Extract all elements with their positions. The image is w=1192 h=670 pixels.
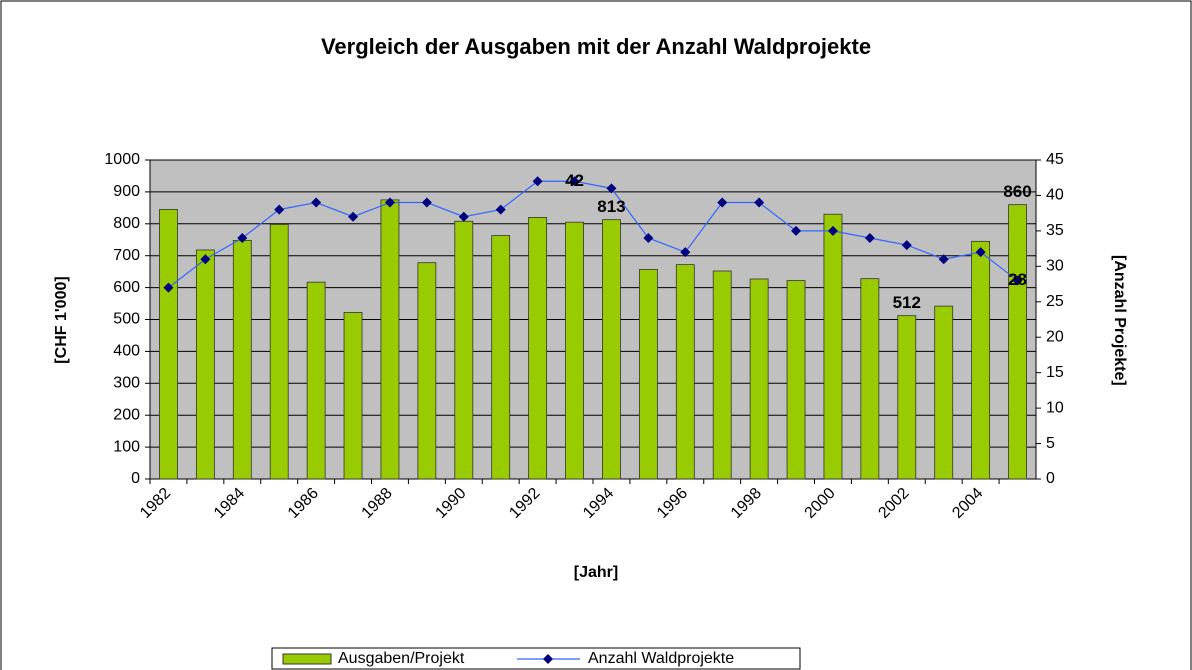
y2-tick-label: 20: [1046, 328, 1064, 345]
line-marker: [975, 247, 986, 258]
y2-tick-label: 5: [1046, 435, 1055, 452]
bar: [454, 220, 474, 480]
line-marker: [532, 176, 543, 187]
line-marker: [163, 282, 174, 293]
bar: [749, 278, 769, 480]
y2-axis-label: [Anzahl Projekte]: [1111, 254, 1128, 386]
bar: [1008, 204, 1027, 480]
y2-tick-label: 10: [1046, 399, 1064, 416]
line-marker: [643, 232, 654, 243]
line-marker: [274, 204, 285, 215]
bar: [971, 240, 991, 480]
y-tick-label: 500: [113, 311, 140, 328]
legend-label: Anzahl Waldprojekte: [588, 650, 734, 667]
y-tick-label: 100: [113, 438, 140, 455]
y2-tick-label: 45: [1046, 151, 1064, 168]
y-tick-label: 300: [113, 375, 140, 392]
y-axis-label: [CHF 1'000]: [53, 276, 70, 363]
bar: [860, 278, 880, 480]
line-marker: [200, 254, 211, 265]
bar: [823, 213, 843, 480]
bar: [380, 199, 400, 480]
bar: [712, 270, 732, 480]
bar: [602, 219, 621, 480]
line-marker: [791, 225, 802, 236]
line-marker: [384, 197, 395, 208]
data-label: 42: [565, 171, 584, 190]
line: [168, 180, 1018, 289]
bar: [897, 315, 917, 480]
line-marker: [827, 225, 838, 236]
data-label: 860: [1003, 182, 1031, 201]
bar: [417, 262, 437, 480]
line-marker: [495, 204, 506, 215]
y-tick-label: 700: [113, 247, 140, 264]
line-marker: [348, 211, 359, 222]
bar: [491, 235, 511, 480]
line-marker: [311, 197, 322, 208]
bar: [232, 239, 252, 480]
bar: [786, 280, 806, 480]
bar: [269, 224, 289, 480]
y2-tick-label: 15: [1046, 364, 1064, 381]
line-marker: [458, 211, 469, 222]
y2-tick-label: 35: [1046, 222, 1064, 239]
y-tick-label: 1000: [104, 151, 140, 168]
line-marker: [754, 197, 765, 208]
data-label: 28: [1008, 270, 1027, 289]
line-marker: [606, 183, 617, 194]
bar: [934, 305, 954, 480]
bar: [343, 312, 363, 480]
bar: [675, 264, 695, 480]
line-marker: [717, 197, 728, 208]
data-label: 512: [893, 293, 921, 312]
y-tick-label: 900: [113, 183, 140, 200]
legend-label: Ausgaben/Projekt: [338, 650, 465, 667]
bar: [306, 281, 326, 480]
line-marker: [1012, 275, 1023, 286]
bar: [195, 249, 215, 480]
line-marker: [237, 232, 248, 243]
y2-tick-label: 30: [1046, 258, 1064, 275]
y-tick-label: 0: [131, 470, 140, 487]
line-marker: [901, 240, 912, 251]
bar: [159, 209, 178, 480]
x-axis-label: [Jahr]: [574, 564, 618, 581]
y2-tick-label: 40: [1046, 187, 1064, 204]
bar: [638, 269, 658, 480]
y-tick-label: 400: [113, 343, 140, 360]
bar: [528, 217, 548, 480]
chart-title: Vergleich der Ausgaben mit der Anzahl Wa…: [321, 34, 871, 59]
data-label: 813: [597, 197, 625, 216]
line-marker: [938, 254, 949, 265]
legend-swatch: [282, 653, 332, 665]
y-tick-label: 600: [113, 279, 140, 296]
line-marker: [680, 247, 691, 258]
y-tick-label: 800: [113, 215, 140, 232]
line-marker: [569, 176, 580, 187]
y2-tick-label: 0: [1046, 470, 1055, 487]
y-tick-label: 200: [113, 406, 140, 423]
line-marker: [864, 232, 875, 243]
bar: [565, 221, 584, 480]
line-marker: [421, 197, 432, 208]
y2-tick-label: 25: [1046, 293, 1064, 310]
legend-swatch: [543, 654, 553, 664]
